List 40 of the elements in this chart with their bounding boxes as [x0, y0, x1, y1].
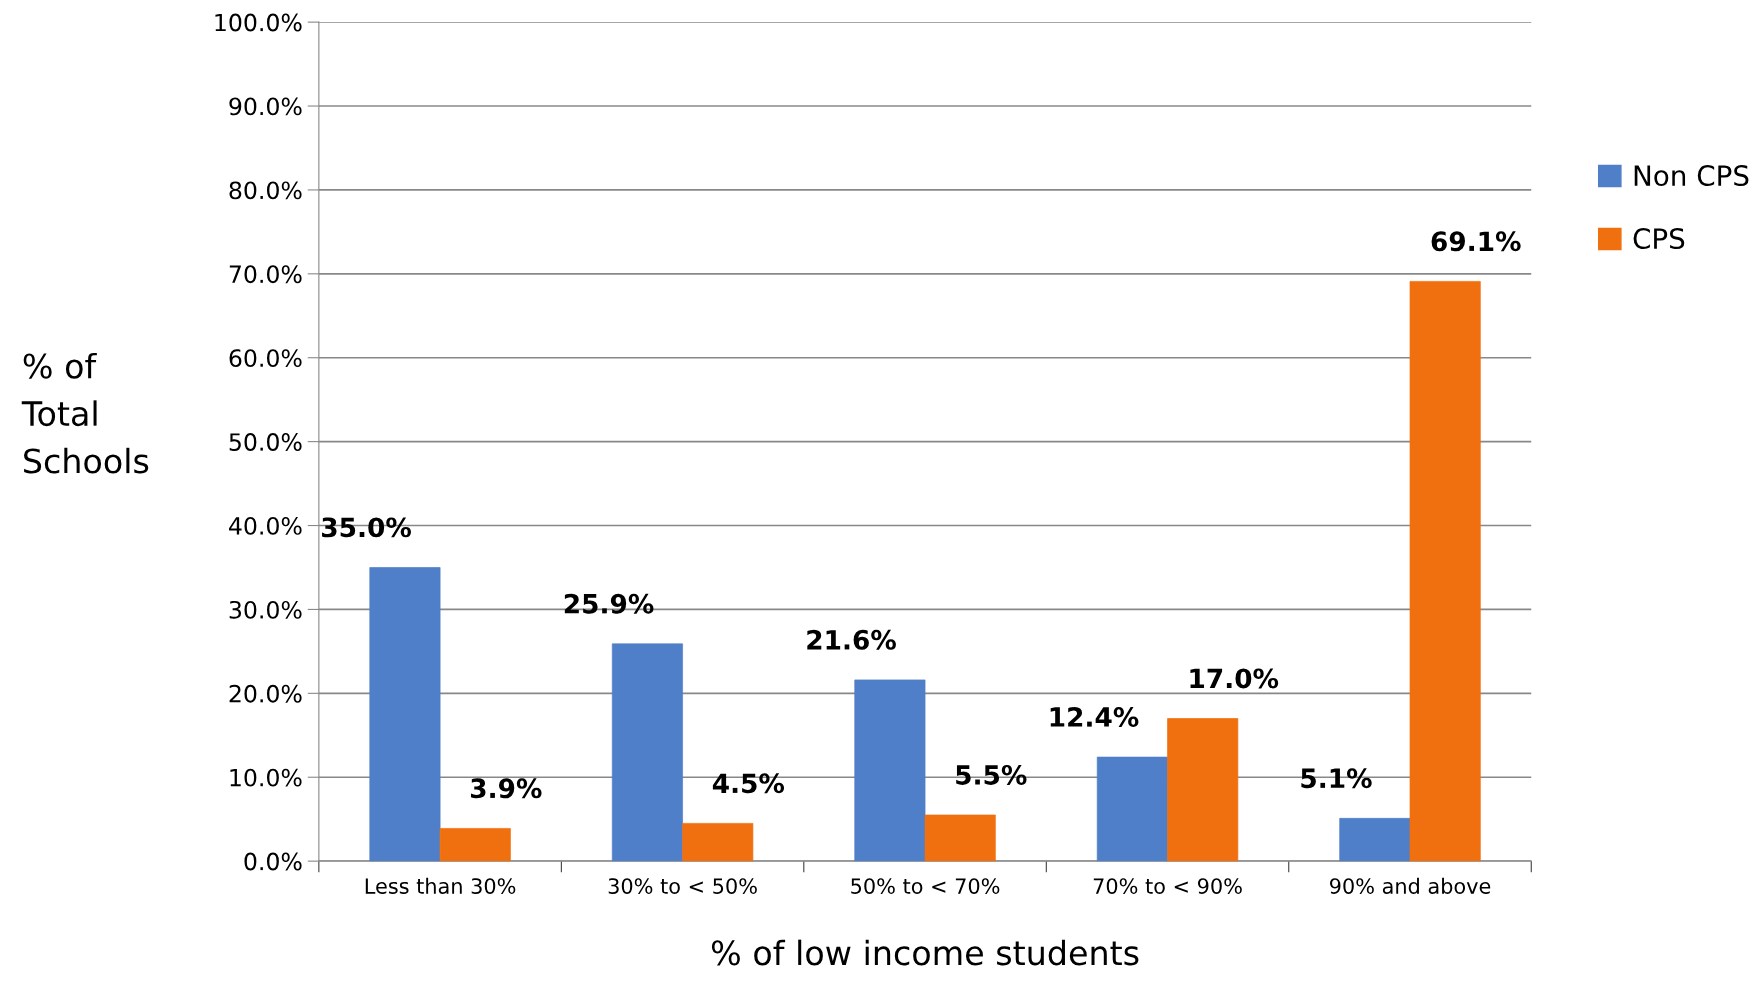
y-tick-label: 10.0% — [230, 768, 302, 787]
bar — [854, 679, 926, 862]
data-label: 21.6% — [807, 629, 896, 650]
bar — [1339, 818, 1411, 862]
y-tick-label: 40.0% — [229, 516, 302, 535]
bar — [682, 823, 754, 862]
data-label: 17.0% — [1190, 668, 1279, 689]
legend-label: CPS — [1633, 228, 1685, 250]
bar — [369, 567, 441, 862]
bar — [924, 814, 996, 862]
data-label: 25.9% — [564, 593, 654, 614]
y-tick-label: 30.0% — [229, 600, 302, 619]
data-label: 35.0% — [322, 517, 411, 538]
data-label: 5.5% — [956, 764, 1027, 785]
data-label: 69.1% — [1431, 231, 1521, 252]
bar — [1167, 718, 1239, 862]
y-axis-title: % of Total Schools — [21, 352, 149, 474]
data-label: 3.9% — [470, 778, 542, 799]
y-tick-label: 60.0% — [229, 349, 302, 368]
data-label: 5.1% — [1301, 768, 1372, 789]
y-tick-label: 70.0% — [229, 265, 302, 284]
x-tick-label: Less than 30% — [365, 877, 516, 894]
x-tick-label: 30% to < 50% — [608, 878, 757, 894]
y-tick-label: 20.0% — [229, 684, 302, 703]
y-tick-label: 90.0% — [229, 97, 302, 116]
data-label: 4.5% — [712, 773, 785, 794]
y-tick-label: 0.0% — [244, 852, 302, 871]
x-tick-label: 70% to < 90% — [1093, 878, 1242, 894]
x-axis-title: % of low income students — [711, 939, 1139, 966]
x-tick-label: 50% to < 70% — [851, 878, 1000, 894]
bar — [611, 643, 683, 862]
y-tick-label: 50.0% — [229, 433, 302, 451]
legend-label: Non CPS — [1634, 165, 1749, 187]
x-tick-label: 90% and above — [1330, 877, 1491, 894]
bar — [1409, 281, 1481, 862]
y-tick-label: 100.0% — [215, 13, 302, 32]
bar — [439, 828, 511, 862]
data-label: 12.4% — [1050, 707, 1139, 727]
bar — [1096, 756, 1168, 862]
y-tick-label: 80.0% — [229, 181, 302, 200]
